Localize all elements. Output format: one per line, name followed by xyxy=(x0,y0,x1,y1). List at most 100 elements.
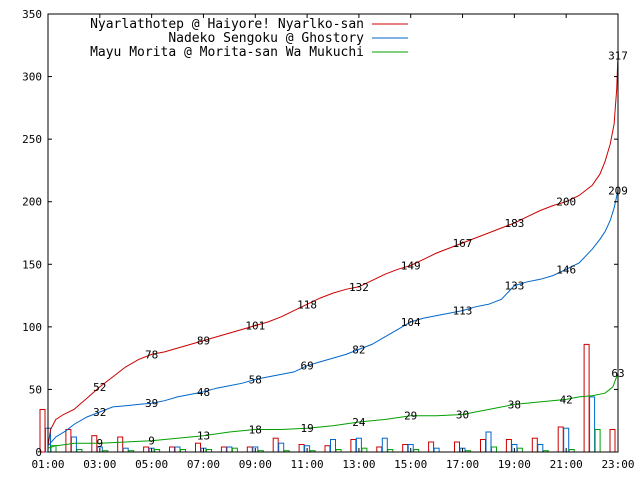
hourly-bar xyxy=(485,431,492,453)
data-label: 183 xyxy=(504,217,524,230)
hourly-bar xyxy=(195,442,201,453)
hourly-bar xyxy=(480,439,486,453)
y-tick-label: 150 xyxy=(22,258,42,271)
data-label: 30 xyxy=(456,409,469,422)
hourly-bar xyxy=(589,396,596,453)
axes: 0 50 100 150 200 250 300 350 01:00 03:00 05:00 07:0… xyxy=(22,8,634,471)
hourly-bar xyxy=(70,436,77,453)
x-tick-label: 01:00 xyxy=(31,458,64,471)
x-tick-label: 23:00 xyxy=(601,458,634,471)
hourly-bar xyxy=(350,439,357,453)
hourly-bar xyxy=(220,446,227,453)
hourly-bar xyxy=(143,446,150,453)
data-label: 9 xyxy=(96,437,103,450)
data-label: 104 xyxy=(401,316,421,329)
data-labels: 5278891011181321491671832003173239485869… xyxy=(93,49,628,450)
data-label: 58 xyxy=(249,373,262,386)
x-tick-label: 07:00 xyxy=(187,458,220,471)
hourly-bar xyxy=(169,446,175,453)
x-tick-label: 13:00 xyxy=(342,458,375,471)
data-label: 19 xyxy=(300,422,313,435)
series-line-1 xyxy=(47,55,619,446)
hourly-bar xyxy=(583,343,590,453)
legend: Nyarlathotep @ Haiyore! Nyarlko-sanNadek… xyxy=(90,17,408,60)
series-line-3 xyxy=(47,373,619,449)
legend-label: Mayu Morita @ Morita-san Wa Mukuchi xyxy=(90,45,364,60)
data-label: 69 xyxy=(300,360,313,373)
hourly-bar xyxy=(433,447,440,453)
x-tick-label: 11:00 xyxy=(291,458,324,471)
plot-frame xyxy=(47,13,619,453)
x-tick-label: 21:00 xyxy=(550,458,583,471)
data-label: 82 xyxy=(352,343,365,356)
hourly-bar xyxy=(376,446,383,453)
hourly-bar xyxy=(231,447,238,453)
data-label: 39 xyxy=(145,397,158,410)
hourly-bar xyxy=(226,446,233,453)
legend-label: Nyarlathotep @ Haiyore! Nyarlko-san xyxy=(90,17,364,32)
hourly-bar xyxy=(324,445,331,453)
data-label: 32 xyxy=(93,406,106,419)
y-tick-label: 200 xyxy=(22,196,42,209)
hourly-bar xyxy=(537,444,544,453)
hourly-bar xyxy=(65,429,72,453)
data-label: 78 xyxy=(145,348,158,361)
hourly-bar xyxy=(531,437,538,453)
y-tick-label: 300 xyxy=(22,71,42,84)
y-tick-label: 50 xyxy=(29,383,42,396)
data-label: 42 xyxy=(560,393,573,406)
data-label: 146 xyxy=(556,263,576,276)
hourly-bar xyxy=(298,444,305,453)
x-tick-label: 19:00 xyxy=(498,458,531,471)
hourly-bar xyxy=(594,429,601,453)
data-label: 29 xyxy=(404,410,417,423)
hourly-bar xyxy=(330,439,336,453)
hourly-bar xyxy=(454,441,460,453)
legend-label: Nadeko Sengoku @ Ghostory xyxy=(168,31,364,46)
x-tick-label: 05:00 xyxy=(135,458,168,471)
hourly-bar xyxy=(122,447,129,453)
data-label: 101 xyxy=(245,320,265,333)
data-label: 149 xyxy=(401,260,421,273)
hourly-bar xyxy=(246,446,253,453)
cumulative-lines xyxy=(47,55,619,449)
x-tick-label: 15:00 xyxy=(394,458,427,471)
series-line-2 xyxy=(47,190,619,447)
hourly-bar xyxy=(272,437,279,453)
hourly-bar xyxy=(491,446,497,453)
y-tick-label: 350 xyxy=(22,8,42,21)
y-tick-label: 250 xyxy=(22,133,42,146)
data-label: 24 xyxy=(352,416,366,429)
data-label: 89 xyxy=(197,335,210,348)
hourly-bar xyxy=(557,426,564,453)
hourly-bar xyxy=(609,429,616,453)
data-label: 13 xyxy=(197,430,210,443)
data-label: 118 xyxy=(297,298,317,311)
data-label: 9 xyxy=(148,435,155,448)
data-label: 113 xyxy=(453,305,473,318)
data-label: 132 xyxy=(349,281,369,294)
data-label: 133 xyxy=(504,280,524,293)
hourly-bar xyxy=(174,446,181,453)
hourly-bar xyxy=(505,439,512,453)
data-label: 167 xyxy=(453,237,473,250)
y-tick-label: 0 xyxy=(35,446,42,459)
data-label: 52 xyxy=(93,381,106,394)
data-label: 200 xyxy=(556,196,576,209)
x-tick-label: 03:00 xyxy=(83,458,116,471)
hourly-bar xyxy=(381,437,388,453)
hourly-bar xyxy=(428,441,435,453)
data-label: 38 xyxy=(508,398,521,411)
hourly-bars xyxy=(39,343,616,453)
x-tick-label: 17:00 xyxy=(446,458,479,471)
hourly-bar xyxy=(361,447,368,453)
hourly-bar xyxy=(117,436,124,453)
hourly-bar xyxy=(402,444,409,453)
data-label: 48 xyxy=(197,386,210,399)
hourly-bar xyxy=(516,447,523,453)
y-tick-label: 100 xyxy=(22,321,42,334)
x-tick-label: 09:00 xyxy=(239,458,272,471)
data-label: 18 xyxy=(249,424,262,437)
